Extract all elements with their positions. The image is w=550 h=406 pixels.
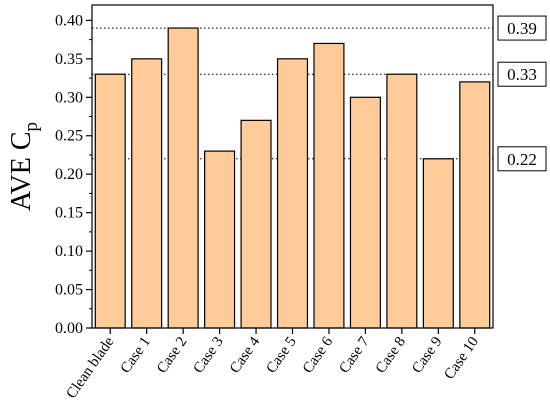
x-tick-label: Case 2 — [154, 334, 190, 376]
bar — [459, 81, 491, 329]
y-tick-label: 0.40 — [55, 12, 83, 29]
bar — [240, 119, 272, 329]
bar — [422, 158, 454, 329]
bar — [313, 42, 345, 329]
y-tick-label: 0.35 — [55, 51, 83, 68]
x-tick-label: Case 4 — [227, 334, 264, 377]
x-tick-label: Case 3 — [191, 334, 227, 376]
y-tick-label: 0.10 — [55, 243, 83, 260]
x-tick-label: Case 9 — [409, 334, 445, 376]
y-tick-label: 0.20 — [55, 166, 83, 183]
bar — [349, 96, 381, 329]
x-tick-label: Case 6 — [300, 334, 337, 377]
y-axis-title-subscript: p — [21, 122, 42, 132]
bar — [204, 150, 236, 329]
reference-label: 0.39 — [507, 19, 537, 38]
x-axis-labels: Clean blade Case 1 Case 2 Case 3 Case 4 Case … — [64, 328, 482, 402]
bar — [386, 73, 418, 329]
x-tick-label: Clean blade — [64, 334, 118, 402]
y-tick-label: 0.00 — [55, 320, 83, 337]
y-tick-label: 0.30 — [55, 89, 83, 106]
y-tick-label: 0.15 — [55, 205, 83, 222]
bars — [94, 27, 491, 329]
bar — [276, 58, 309, 329]
y-axis-title-main: AVE C — [6, 131, 37, 211]
y-tick-label: 0.25 — [55, 128, 83, 145]
x-tick-label: Case 8 — [373, 334, 409, 376]
y-tick-label: 0.05 — [55, 282, 83, 299]
y-axis-title: AVE Cp — [6, 122, 42, 211]
reference-label: 0.33 — [507, 65, 537, 84]
y-axis-ticks: 0.00 0.05 0.10 0.15 0.20 0.25 0.30 0.35 0.40 — [55, 12, 92, 337]
plot-frame — [91, 4, 494, 329]
x-tick-label: Case 5 — [263, 334, 299, 376]
reference-lines: 0.39 0.33 0.22 — [92, 15, 547, 172]
x-tick-label: Case 10 — [441, 334, 482, 382]
reference-label-box — [497, 146, 547, 172]
reference-label: 0.22 — [507, 150, 537, 169]
bar — [94, 73, 126, 329]
reference-label-box — [497, 61, 547, 87]
bar — [167, 27, 199, 329]
reference-label-box — [497, 15, 547, 41]
bar — [131, 58, 163, 329]
x-tick-label: Case 7 — [336, 334, 373, 377]
x-tick-label: Case 1 — [118, 334, 154, 376]
